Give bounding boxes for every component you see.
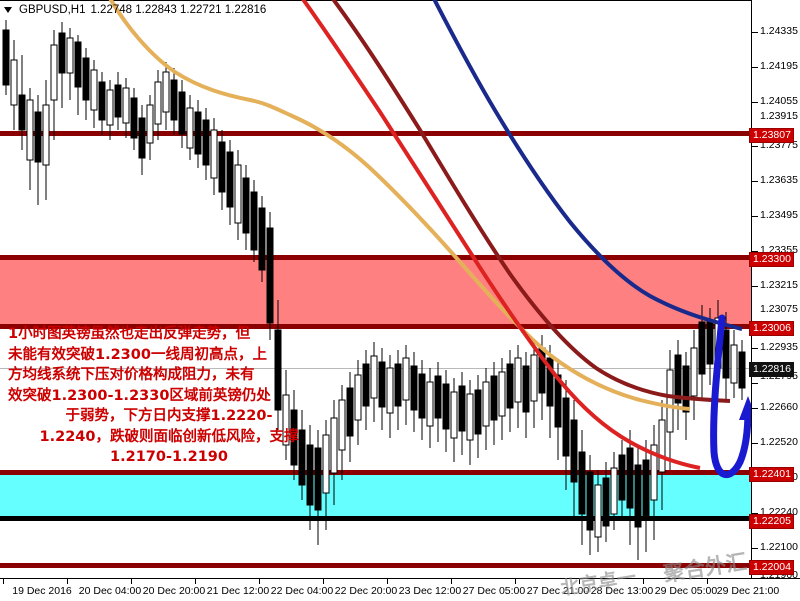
x-tick	[579, 579, 580, 584]
x-tick-label: 20 Dec 04:00	[78, 585, 142, 597]
y-tick	[752, 32, 758, 33]
y-tick-label: 1.22240	[760, 506, 798, 518]
level-line-1-23807	[0, 131, 751, 136]
y-tick-label: 1.23495	[760, 209, 798, 221]
annotation-line-7: 1.2170-1.2190	[110, 449, 228, 465]
ma-darkred-line	[331, 0, 731, 403]
x-tick-label: 27 Dec 05:00	[462, 585, 526, 597]
ma-orange-line	[108, 0, 691, 411]
y-tick	[752, 383, 758, 384]
x-tick-label: 23 Dec 12:00	[398, 585, 462, 597]
annotation-line-6: 1.2240，跌破则面临创新低风险，支撑	[39, 428, 299, 445]
ohlc-values: 1.22748 1.22843 1.22721 1.22816	[90, 4, 267, 16]
y-tick	[752, 443, 758, 444]
x-tick	[67, 579, 68, 584]
x-tick	[643, 579, 644, 584]
x-tick-label: 29 Dec 05:00	[654, 585, 718, 597]
y-tick-label: 1.22935	[760, 341, 798, 353]
price-chart-plot[interactable]: 1小时图英镑虽然也走出反弹走势，但 未能有效突破1.2300一线周初高点，上 方…	[0, 0, 751, 578]
analysis-annotation: 1小时图英镑虽然也走出反弹走势，但 未能有效突破1.2300一线周初高点，上 方…	[8, 324, 330, 468]
annotation-line-3: 方均线系统下压对价格构成阻力，未有	[8, 367, 255, 383]
y-tick-label: 1.24335	[760, 25, 798, 37]
plot-top-border	[0, 0, 751, 1]
price-label-1-22004[interactable]: 1.22004	[749, 560, 794, 575]
y-tick	[752, 408, 758, 409]
support-zone	[0, 474, 751, 518]
x-tick	[3, 579, 4, 584]
x-tick-label: 21 Dec 12:00	[206, 585, 270, 597]
x-tick	[707, 579, 708, 584]
y-tick	[752, 102, 758, 103]
resistance-zone	[0, 258, 751, 326]
x-tick-label: 27 Dec 21:00	[526, 585, 590, 597]
y-tick	[752, 548, 758, 549]
x-tick	[451, 579, 452, 584]
y-tick	[752, 216, 758, 217]
x-tick	[387, 579, 388, 584]
annotation-line-1: 1小时图英镑虽然也走出反弹走势，但	[8, 326, 251, 342]
current-price-label[interactable]: 1.22816	[749, 362, 794, 377]
x-tick	[131, 579, 132, 584]
chevron-down-icon[interactable]	[4, 7, 12, 13]
annotation-line-5: 于弱势，下方日内支撑1.2220-	[65, 408, 273, 424]
y-tick	[752, 146, 758, 147]
x-tick	[323, 579, 324, 584]
y-tick	[752, 348, 758, 349]
y-tick-label: 1.23075	[760, 303, 798, 315]
level-line-1-22401	[0, 470, 751, 475]
price-label-1-22205[interactable]: 1.22205	[749, 514, 794, 529]
candlestick-series	[2, 20, 746, 560]
y-tick	[752, 513, 758, 514]
price-label-1-23300[interactable]: 1.23300	[749, 252, 794, 267]
y-tick	[752, 251, 758, 252]
x-tick-label: 28 Dec 13:00	[590, 585, 654, 597]
level-line-1-23006	[0, 324, 751, 329]
y-tick-label: 1.24055	[760, 95, 798, 107]
y-tick-label: 1.23635	[760, 174, 798, 186]
annotation-line-2: 未能有效突破1.2300一线周初高点，上	[8, 346, 267, 363]
y-tick-label: 1.21960	[760, 569, 798, 581]
y-tick-label: 1.23215	[760, 279, 798, 291]
x-tick-label: 19 Dec 2016	[12, 585, 72, 597]
x-tick	[515, 579, 516, 584]
chart-header: GBPUSD,H1 1.22748 1.22843 1.22721 1.2281…	[4, 2, 266, 18]
level-line-1-22205	[0, 516, 751, 521]
forecast-arrow-icon	[710, 314, 751, 478]
y-tick	[752, 181, 758, 182]
price-label-1-23807[interactable]: 1.23807	[749, 128, 794, 143]
chart-series-svg	[2, 0, 751, 560]
x-tick	[195, 579, 196, 584]
y-tick-label: 1.23355	[760, 244, 798, 256]
y-tick	[752, 286, 758, 287]
y-tick-label: 1.22100	[760, 541, 798, 553]
y-tick-label: 1.24195	[760, 60, 798, 72]
x-tick-label: 29 Dec 21:00	[716, 585, 780, 597]
y-tick	[752, 67, 758, 68]
y-tick-label: 1.22520	[760, 436, 798, 448]
ma-red-line	[301, 0, 701, 470]
x-tick-label: 20 Dec 20:00	[142, 585, 206, 597]
price-label-1-23006[interactable]: 1.23006	[749, 321, 794, 336]
x-tick-label: 22 Dec 04:00	[270, 585, 334, 597]
annotation-line-4: 效突破1.2300-1.2330区域前英镑仍处	[8, 387, 271, 404]
x-tick	[259, 579, 260, 584]
price-axis[interactable]: 1.24335 1.24195 1.24055 1.23915 1.23775 …	[749, 0, 800, 581]
level-line-1-22004	[0, 563, 751, 568]
x-tick-label: 22 Dec 20:00	[334, 585, 398, 597]
level-line-1-23300	[0, 255, 751, 260]
price-label-1-22401[interactable]: 1.22401	[749, 467, 794, 482]
y-tick-label: 1.23775	[760, 139, 798, 151]
ma-blue-line	[432, 0, 743, 331]
symbol-period-label: GBPUSD,H1	[19, 4, 86, 16]
y-tick-label: 1.23915	[760, 110, 798, 122]
y-tick-label: 1.22660	[760, 401, 798, 413]
time-axis[interactable]: 19 Dec 2016 20 Dec 04:00 20 Dec 20:00 21…	[0, 578, 800, 601]
